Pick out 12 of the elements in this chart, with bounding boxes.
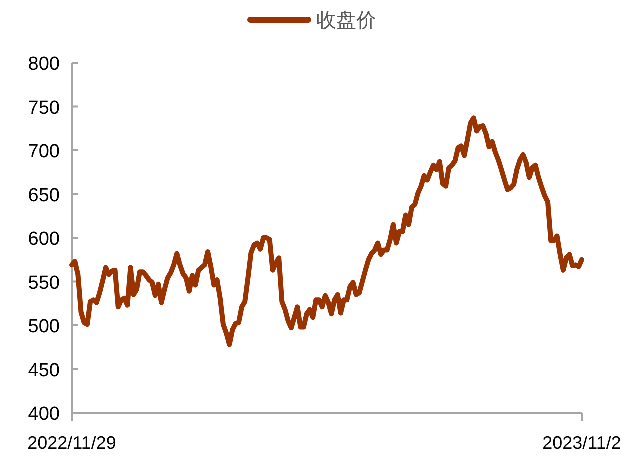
x-tick-label: 2023/11/2 — [542, 433, 622, 453]
y-tick-label: 750 — [28, 98, 60, 119]
y-tick-label: 650 — [28, 185, 60, 206]
y-tick-label: 800 — [28, 54, 60, 75]
legend-label: 收盘价 — [316, 10, 376, 32]
y-tick-label: 700 — [28, 142, 60, 162]
y-tick-label: 600 — [28, 229, 60, 250]
y-tick-label: 550 — [28, 272, 60, 294]
y-tick-label: 500 — [28, 316, 60, 338]
y-tick-label: 400 — [28, 404, 60, 425]
x-tick-label: 2022/11/29 — [28, 433, 116, 453]
y-tick-label: 450 — [28, 360, 60, 382]
